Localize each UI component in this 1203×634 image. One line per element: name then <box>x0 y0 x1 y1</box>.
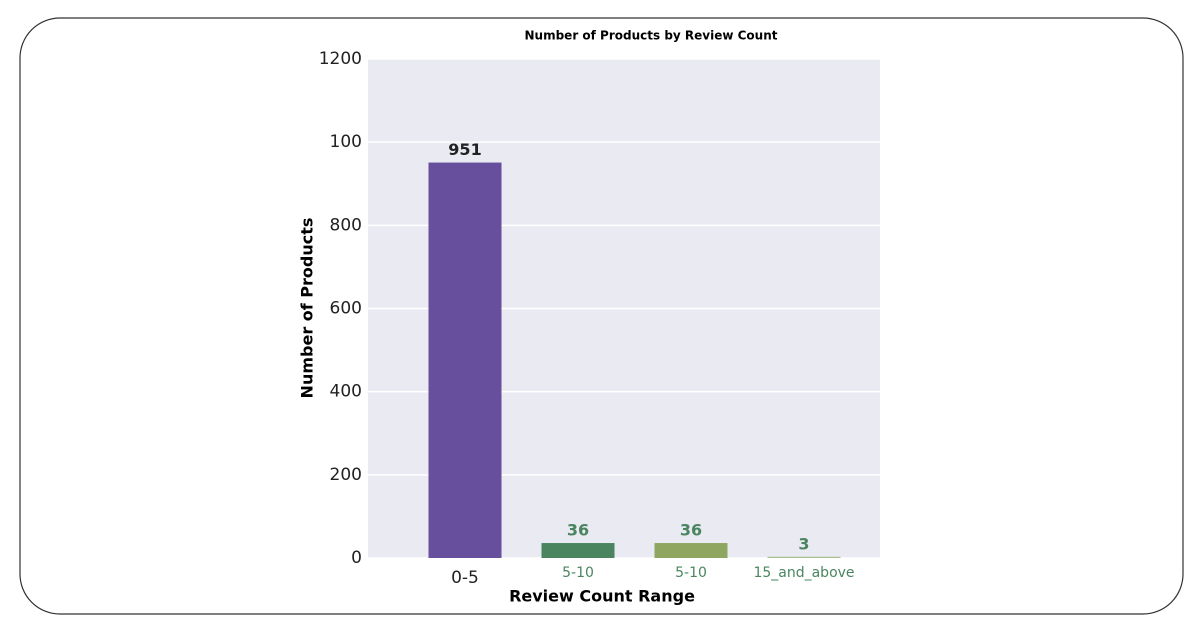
x-tick-label: 5-10 <box>562 565 594 581</box>
y-tick-label: 800 <box>330 215 362 235</box>
value-label: 3 <box>798 534 809 553</box>
y-tick-label: 0 <box>351 548 362 568</box>
chart-title: Number of Products by Review Count <box>525 29 778 43</box>
y-tick-label: 1200 <box>319 49 362 69</box>
bar <box>767 556 841 558</box>
x-tick-label: 15_and_above <box>753 565 854 581</box>
y-tick-label: 600 <box>330 299 362 319</box>
y-axis-label: Number of Products <box>298 218 317 399</box>
value-label: 36 <box>567 521 589 540</box>
bar <box>654 543 728 558</box>
y-tick-label: 400 <box>330 382 362 402</box>
x-tick-label: 5-10 <box>675 565 707 581</box>
x-axis-label: Review Count Range <box>509 587 695 606</box>
value-label: 36 <box>680 521 702 540</box>
bar <box>541 543 615 558</box>
bar <box>428 162 502 559</box>
value-label: 951 <box>448 140 481 159</box>
y-tick-label: 200 <box>330 465 362 485</box>
x-tick-label: 0-5 <box>451 568 479 588</box>
y-tick-label: 100 <box>330 132 362 152</box>
